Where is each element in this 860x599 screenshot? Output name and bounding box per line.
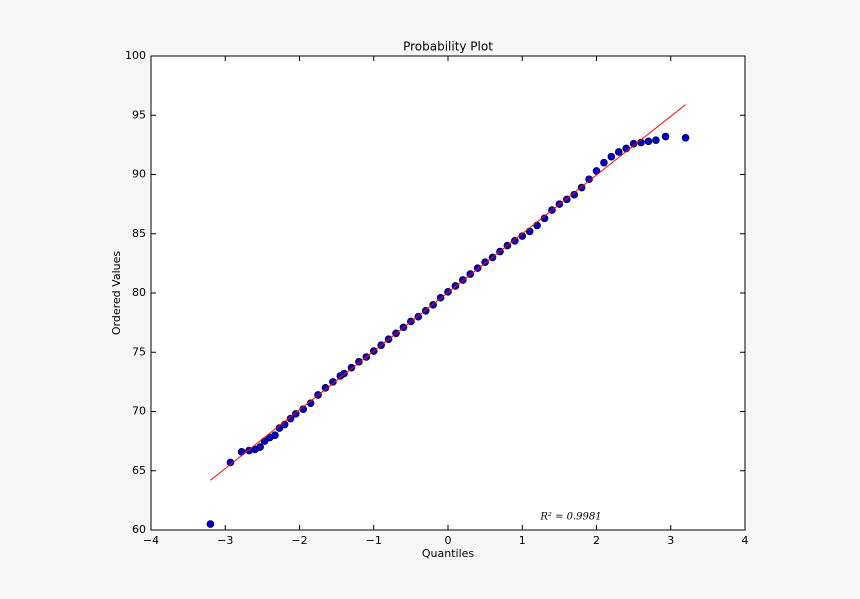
data-point (525, 227, 534, 236)
data-point (661, 132, 670, 141)
data-point (321, 383, 330, 392)
data-point (622, 144, 631, 153)
y-tick-label: 65 (132, 464, 146, 477)
data-point (355, 357, 363, 366)
x-tick-label: 4 (742, 534, 749, 547)
data-point (226, 458, 235, 467)
y-tick-label: 100 (125, 49, 146, 62)
data-point (607, 152, 616, 161)
y-tick-label: 60 (132, 523, 146, 536)
y-tick-label: 90 (132, 168, 146, 181)
plot-frame (150, 55, 746, 531)
data-point (681, 133, 690, 142)
x-tick-label: 2 (593, 534, 600, 547)
y-tick-label: 95 (132, 108, 146, 121)
x-tick-label: 1 (519, 534, 526, 547)
x-axis-label: Quantiles (422, 547, 475, 560)
data-point (629, 139, 638, 148)
y-axis-label: Ordered Values (110, 251, 123, 335)
x-tick-label: −3 (217, 534, 233, 547)
data-point (652, 136, 660, 144)
data-point (533, 221, 541, 230)
y-tick-label: 80 (132, 286, 146, 299)
annotation: R² = 0.9981 (539, 512, 601, 523)
x-tick-label: −4 (143, 534, 159, 547)
x-tick-label: 0 (445, 534, 452, 547)
x-tick-label: −2 (291, 534, 307, 547)
data-point (291, 410, 300, 418)
fit-line (210, 104, 686, 481)
data-point (256, 443, 264, 451)
y-tick-label: 85 (132, 227, 146, 240)
data-point (600, 158, 608, 167)
chart-title: Probability Plot (403, 40, 493, 54)
data-point (644, 137, 653, 146)
data-point (570, 190, 579, 199)
x-tick-label: 3 (667, 534, 674, 547)
data-point (511, 237, 519, 245)
data-point (585, 175, 593, 184)
data-point (286, 414, 295, 423)
data-point (614, 148, 623, 156)
data-point (206, 520, 215, 528)
x-tick-label: −1 (366, 534, 382, 547)
data-point (347, 363, 356, 372)
data-point (271, 431, 279, 440)
y-tick-label: 70 (132, 405, 146, 418)
data-point (329, 378, 337, 386)
y-tick-label: 75 (132, 345, 146, 358)
